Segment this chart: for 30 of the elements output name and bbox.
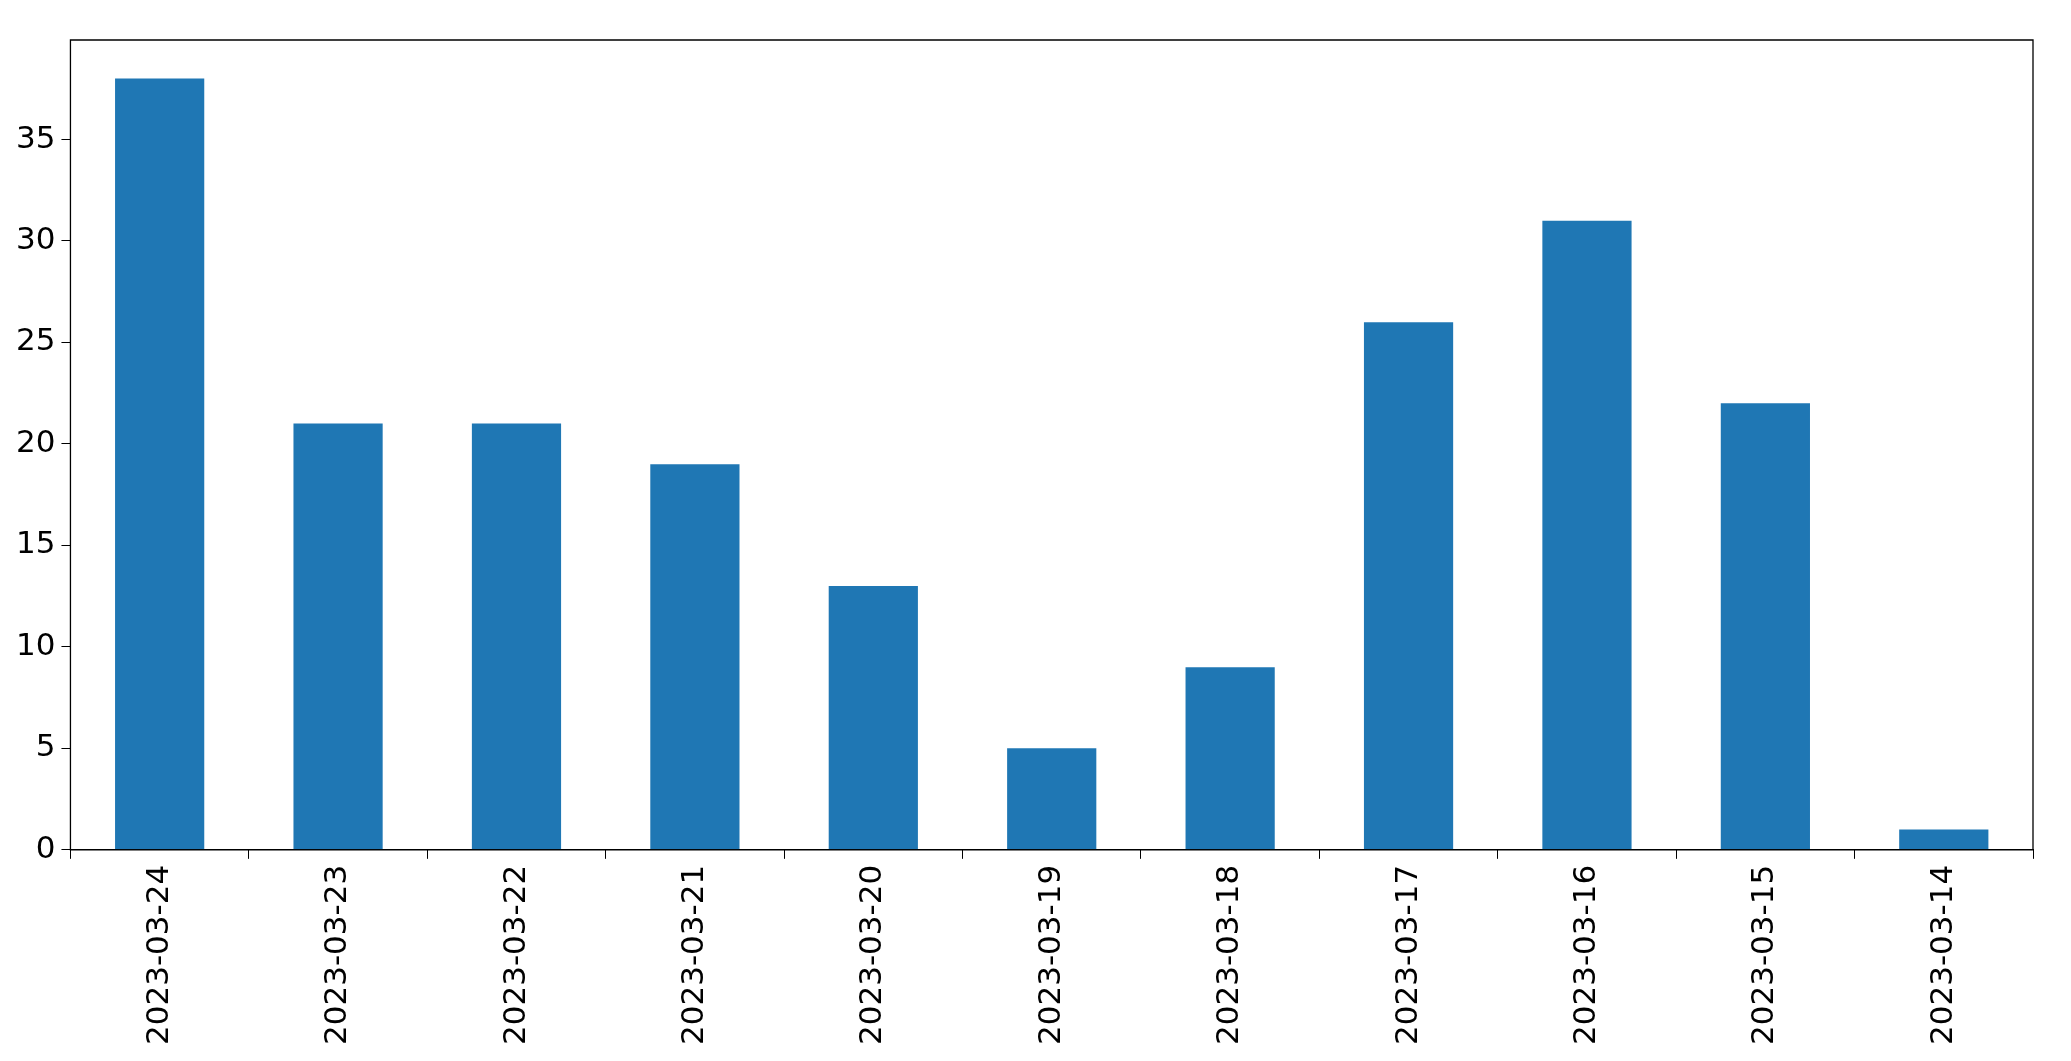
bar bbox=[471, 423, 562, 850]
x-tick-label: 2023-03-21 bbox=[673, 864, 710, 1046]
x-tick-label: 2023-03-22 bbox=[495, 864, 532, 1046]
bar bbox=[1542, 220, 1632, 850]
bar bbox=[293, 423, 383, 850]
y-tick-label: 10 bbox=[15, 625, 56, 662]
x-tick-label: 2023-03-20 bbox=[852, 864, 889, 1046]
y-tick-label: 35 bbox=[15, 118, 56, 155]
x-tick-label: 2023-03-19 bbox=[1030, 864, 1067, 1046]
bar bbox=[828, 585, 918, 850]
y-tick-label: 25 bbox=[15, 321, 56, 358]
bar bbox=[1185, 667, 1275, 850]
bar bbox=[115, 78, 205, 850]
y-tick-label: 30 bbox=[15, 219, 56, 256]
y-tick-label: 15 bbox=[15, 524, 56, 561]
bar bbox=[1363, 322, 1454, 850]
x-tick-label: 2023-03-24 bbox=[138, 864, 175, 1046]
y-tick-label: 0 bbox=[35, 828, 56, 865]
x-tick-label: 2023-03-16 bbox=[1566, 864, 1603, 1046]
bar bbox=[1899, 829, 1989, 850]
x-tick-label: 2023-03-14 bbox=[1922, 864, 1959, 1046]
x-tick-label: 2023-03-15 bbox=[1744, 864, 1781, 1046]
x-tick-label: 2023-03-17 bbox=[1387, 864, 1424, 1046]
bar bbox=[650, 464, 740, 850]
bar bbox=[1720, 403, 1810, 850]
y-tick-label: 5 bbox=[35, 727, 56, 764]
bar bbox=[1007, 748, 1097, 850]
x-tick-label: 2023-03-18 bbox=[1209, 864, 1246, 1046]
x-tick-label: 2023-03-23 bbox=[317, 864, 354, 1046]
y-tick-label: 20 bbox=[15, 422, 56, 459]
